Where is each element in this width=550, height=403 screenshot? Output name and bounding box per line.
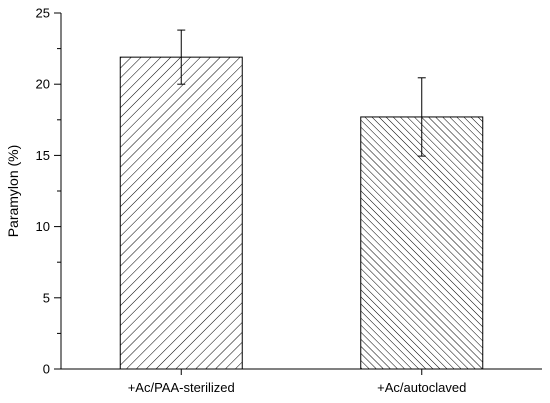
y-tick-label: 10 xyxy=(36,219,50,234)
x-tick-label: +Ac/PAA-sterilized xyxy=(128,380,235,395)
x-tick-label: +Ac/autoclaved xyxy=(377,380,466,395)
y-tick-label: 20 xyxy=(36,77,50,92)
bar-1 xyxy=(119,56,243,370)
y-tick-label: 0 xyxy=(43,362,50,377)
bars xyxy=(119,29,484,370)
y-tick-label: 25 xyxy=(36,6,50,21)
y-axis-title: Paramylon (%) xyxy=(5,145,21,238)
x-tick-labels: +Ac/PAA-sterilized +Ac/autoclaved xyxy=(128,369,466,395)
y-ticks: 0 5 10 15 20 25 xyxy=(36,6,61,377)
y-tick-label: 15 xyxy=(36,148,50,163)
bar-2 xyxy=(360,116,484,370)
y-tick-label: 5 xyxy=(43,290,50,305)
